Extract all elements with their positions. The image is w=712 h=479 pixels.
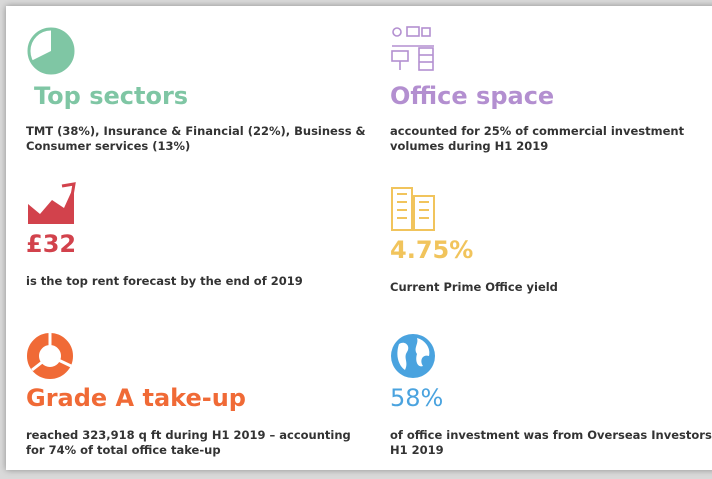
item-text: accounted for 25% of commercial investme… [390,124,685,153]
buildings-icon [391,187,435,231]
item-text: reached 323,918 q ft during H1 2019 – ac… [26,428,351,457]
item-title: Top sectors [34,82,189,110]
item-title: £32 [26,230,77,258]
item-title: Office space [390,82,555,110]
item-title: 4.75% [390,236,474,264]
donut-icon [27,332,73,379]
item-text: Current Prime Office yield [390,280,558,294]
globe-icon [391,334,435,378]
item-text: is the top rent forecast by the end of 2… [26,274,303,288]
infographic-card: Top sectors TMT (38%), Insurance & Finan… [6,6,712,470]
item-title: 58% [390,384,444,412]
item-title: Grade A take-up [26,384,246,412]
item-text: of office investment was from Overseas I… [390,428,712,457]
item-text: TMT (38%), Insurance & Financial (22%), … [26,124,366,153]
pie-icon [27,27,75,75]
desk-icon [391,26,434,71]
growth-icon [28,182,76,224]
